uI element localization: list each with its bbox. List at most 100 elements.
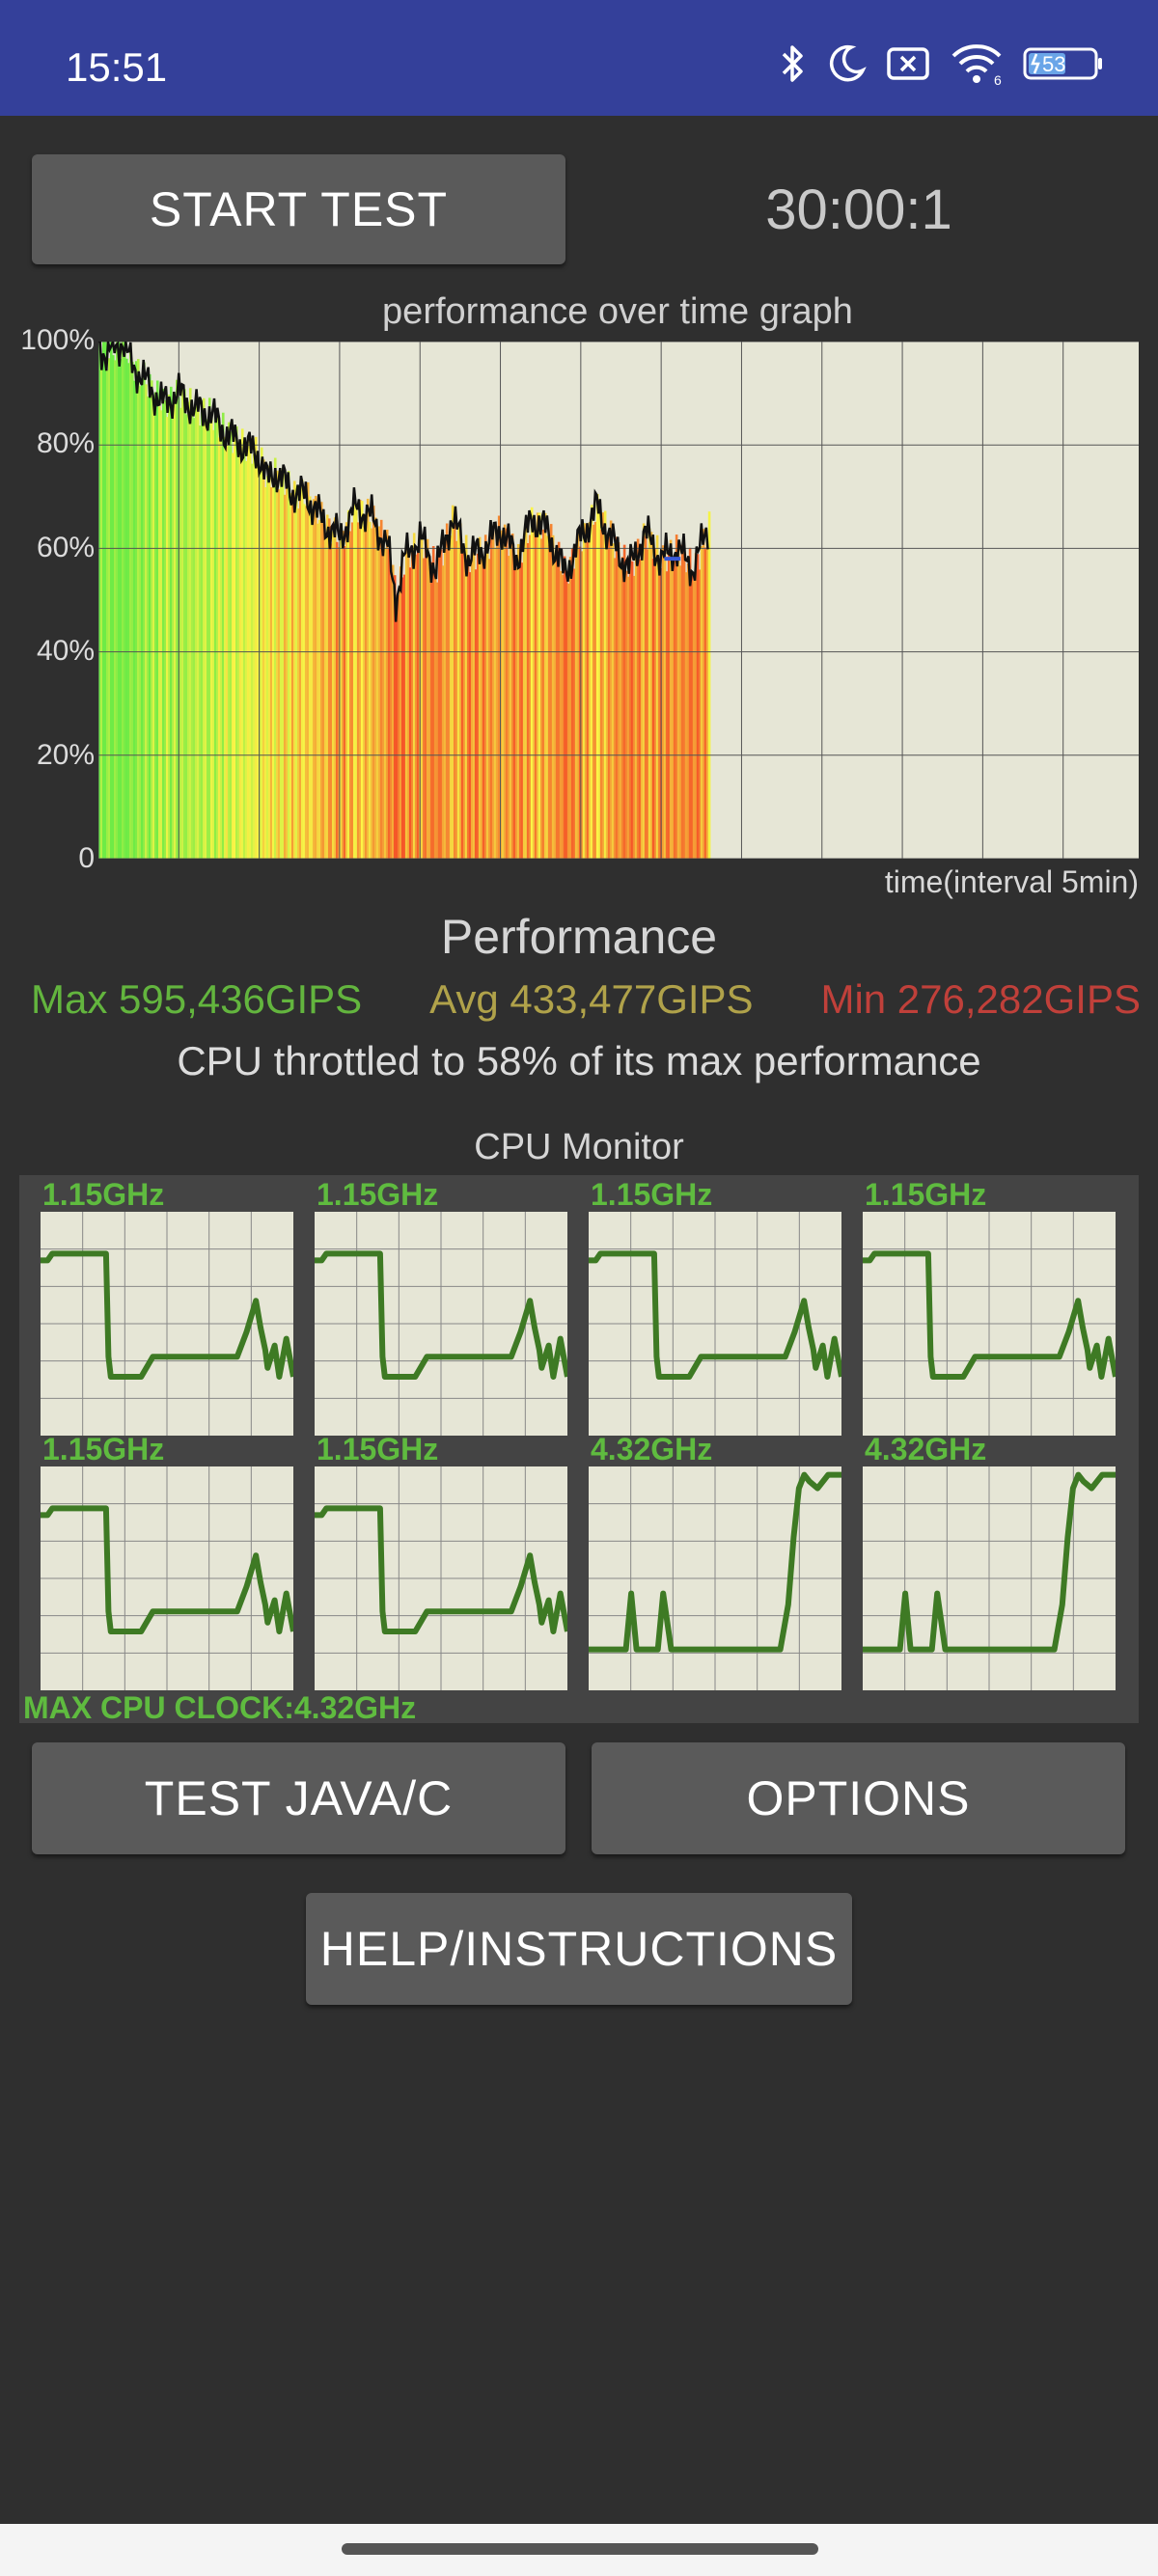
perf-strip [202, 397, 206, 859]
perf-strip [213, 408, 217, 859]
perf-strip [443, 543, 447, 859]
cpu-core-5: 1.15GHz [315, 1432, 567, 1690]
help-instructions-button[interactable]: HELP/INSTRUCTIONS [306, 1893, 852, 2005]
y-tick-100: 100% [20, 324, 95, 356]
perf-strip [414, 554, 418, 859]
perf-strip [648, 528, 651, 859]
cpu-monitor-title: CPU Monitor [474, 1127, 684, 1167]
perf-strip [483, 534, 487, 859]
perf-strip [271, 483, 275, 859]
perf-strip [528, 534, 532, 859]
perf-strip [445, 523, 449, 859]
perf-strip [248, 438, 252, 859]
perf-strip [649, 532, 653, 859]
perf-strip [615, 536, 619, 859]
perf-strip [240, 428, 244, 859]
perf-strip [308, 496, 312, 859]
perf-strip [256, 458, 260, 859]
status-time: 15:51 [66, 44, 168, 90]
perf-strip [549, 524, 553, 859]
perf-strip [630, 561, 634, 859]
perf-strip [194, 395, 198, 859]
perf-strip [609, 520, 613, 859]
perf-strip [698, 569, 702, 859]
perf-strip [333, 517, 337, 859]
perf-strip [198, 425, 202, 859]
perf-strip [175, 379, 179, 859]
perf-strip [603, 510, 607, 859]
perf-strip [204, 423, 207, 859]
perf-strip [102, 342, 105, 859]
core-frequency-line [589, 1250, 841, 1380]
perf-strip [455, 540, 458, 859]
perf-strip [404, 544, 408, 859]
throttle-text: CPU throttled to 58% of its max performa… [177, 1038, 981, 1083]
perf-strip [159, 410, 163, 859]
perf-strip [190, 412, 194, 859]
perf-strip [317, 519, 321, 859]
perf-strip [186, 401, 190, 859]
perf-strip [279, 469, 283, 859]
perf-strip [262, 459, 265, 859]
perf-strip [568, 557, 572, 859]
perf-strip [601, 512, 605, 859]
cpu-core-3: 1.15GHz [863, 1177, 1116, 1436]
perf-strip [665, 571, 669, 859]
perf-strip [574, 555, 578, 859]
test-java-c-button[interactable]: TEST JAVA/C [32, 1742, 565, 1854]
perf-strip [373, 517, 377, 859]
core-frequency-line [41, 1250, 293, 1380]
perf-strip [372, 506, 375, 859]
perf-strip [377, 526, 381, 859]
perf-strip [663, 552, 667, 859]
gesture-handle[interactable] [342, 2543, 818, 2555]
core-frequency: 1.15GHz [42, 1177, 165, 1212]
perf-strip [491, 525, 495, 859]
perf-strip [507, 556, 510, 859]
perf-strip [570, 548, 574, 859]
perf-strip [429, 562, 433, 859]
perf-strip [505, 528, 509, 859]
perf-strip [184, 414, 188, 859]
perf-strip [273, 457, 277, 859]
perf-strip [580, 551, 584, 859]
perf-strip [680, 544, 684, 859]
perf-strip [123, 342, 126, 859]
perf-strip [526, 542, 530, 859]
perf-strip [466, 558, 470, 859]
start-test-button[interactable]: START TEST [32, 154, 565, 264]
perf-strip [393, 575, 397, 859]
perf-strip [144, 384, 148, 859]
perf-strip [267, 465, 271, 859]
perf-strip [337, 547, 341, 859]
perf-strip [543, 512, 547, 859]
perf-strip [142, 362, 146, 859]
perf-strip [422, 558, 426, 859]
perf-strip [260, 447, 263, 859]
perf-strip [555, 548, 559, 859]
perf-strip [566, 583, 570, 859]
perf-strip [499, 530, 503, 859]
cpu-core-7: 4.32GHz [863, 1432, 1116, 1690]
perf-strip [352, 496, 356, 859]
perf-strip [314, 495, 317, 859]
perf-strip [437, 551, 441, 859]
perf-strip [316, 523, 319, 859]
perf-strip [487, 559, 491, 859]
perf-strip [290, 505, 294, 859]
perf-strip [391, 564, 395, 859]
perf-strip [661, 545, 665, 859]
perf-strip [636, 538, 640, 859]
perf-strip [152, 405, 155, 859]
perf-strip [611, 543, 615, 859]
min-gips: Min 276,282GIPS [820, 976, 1141, 1022]
perf-strip [592, 524, 595, 859]
core-frequency: 1.15GHz [865, 1177, 987, 1212]
core-frequency: 1.15GHz [317, 1177, 439, 1212]
perf-strip [582, 523, 586, 859]
perf-strip [327, 518, 331, 859]
perf-strip [209, 415, 213, 859]
perf-strip [395, 612, 399, 859]
options-button[interactable]: OPTIONS [592, 1742, 1125, 1854]
perf-strip [179, 407, 182, 859]
